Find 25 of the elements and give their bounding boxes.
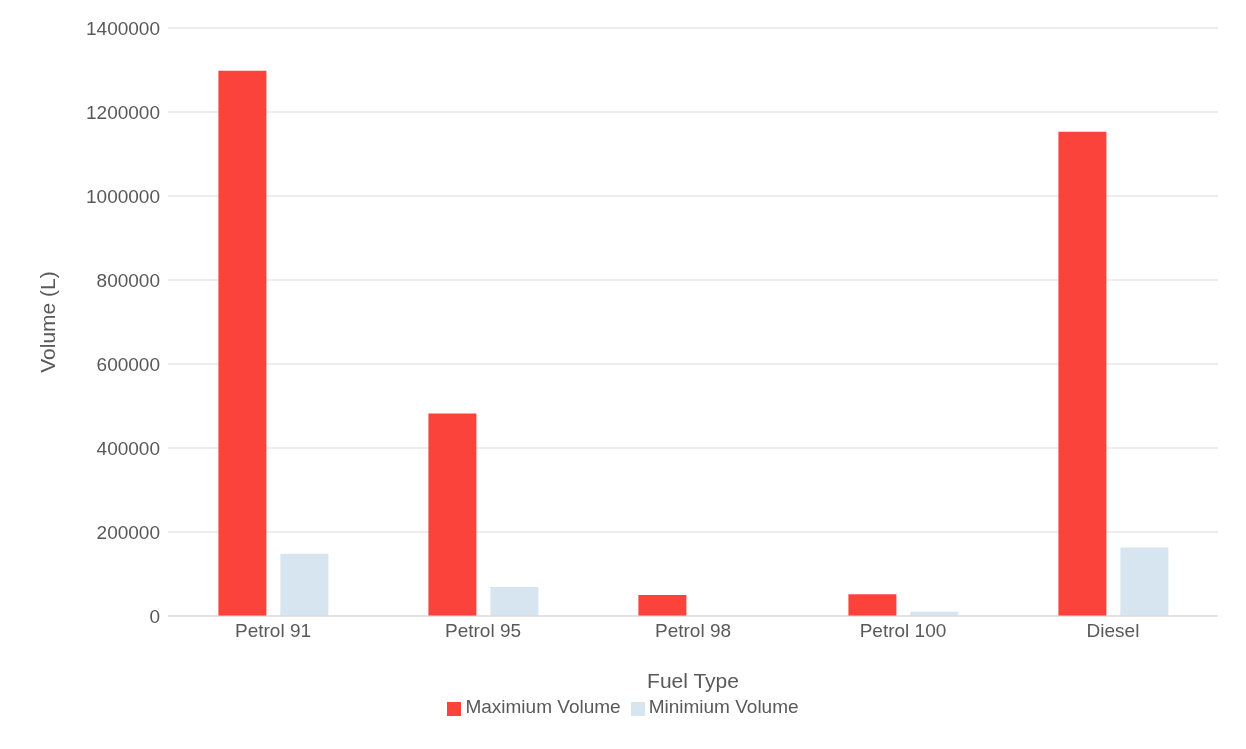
legend-label: Minimium Volume xyxy=(648,696,799,717)
bar xyxy=(490,587,539,616)
x-tick-label: Petrol 91 xyxy=(234,620,312,642)
bar xyxy=(1058,131,1107,616)
x-tick-label: Petrol 95 xyxy=(444,620,522,642)
bar xyxy=(848,594,897,616)
bar xyxy=(280,553,329,616)
x-tick-label: Diesel xyxy=(1086,620,1140,642)
bar xyxy=(1120,547,1169,616)
x-tick-label: Petrol 98 xyxy=(654,620,732,642)
y-tick-label: 0 xyxy=(149,605,160,627)
bar xyxy=(638,595,687,616)
y-tick-label: 800000 xyxy=(96,269,160,291)
x-tick-label: Petrol 100 xyxy=(859,620,947,642)
bar xyxy=(218,70,267,616)
legend-label: Maximium Volume xyxy=(465,696,621,717)
y-tick-label: 200000 xyxy=(96,521,160,543)
bar xyxy=(428,413,477,616)
y-tick-label: 1200000 xyxy=(86,101,160,123)
y-tick-label: 400000 xyxy=(96,437,160,459)
y-tick-label: 1000000 xyxy=(86,185,160,207)
x-axis-title: Fuel Type xyxy=(647,669,739,692)
y-tick-label: 600000 xyxy=(96,353,160,375)
y-axis-title: Volume (L) xyxy=(36,271,60,373)
y-tick-label: 1400000 xyxy=(86,17,160,39)
